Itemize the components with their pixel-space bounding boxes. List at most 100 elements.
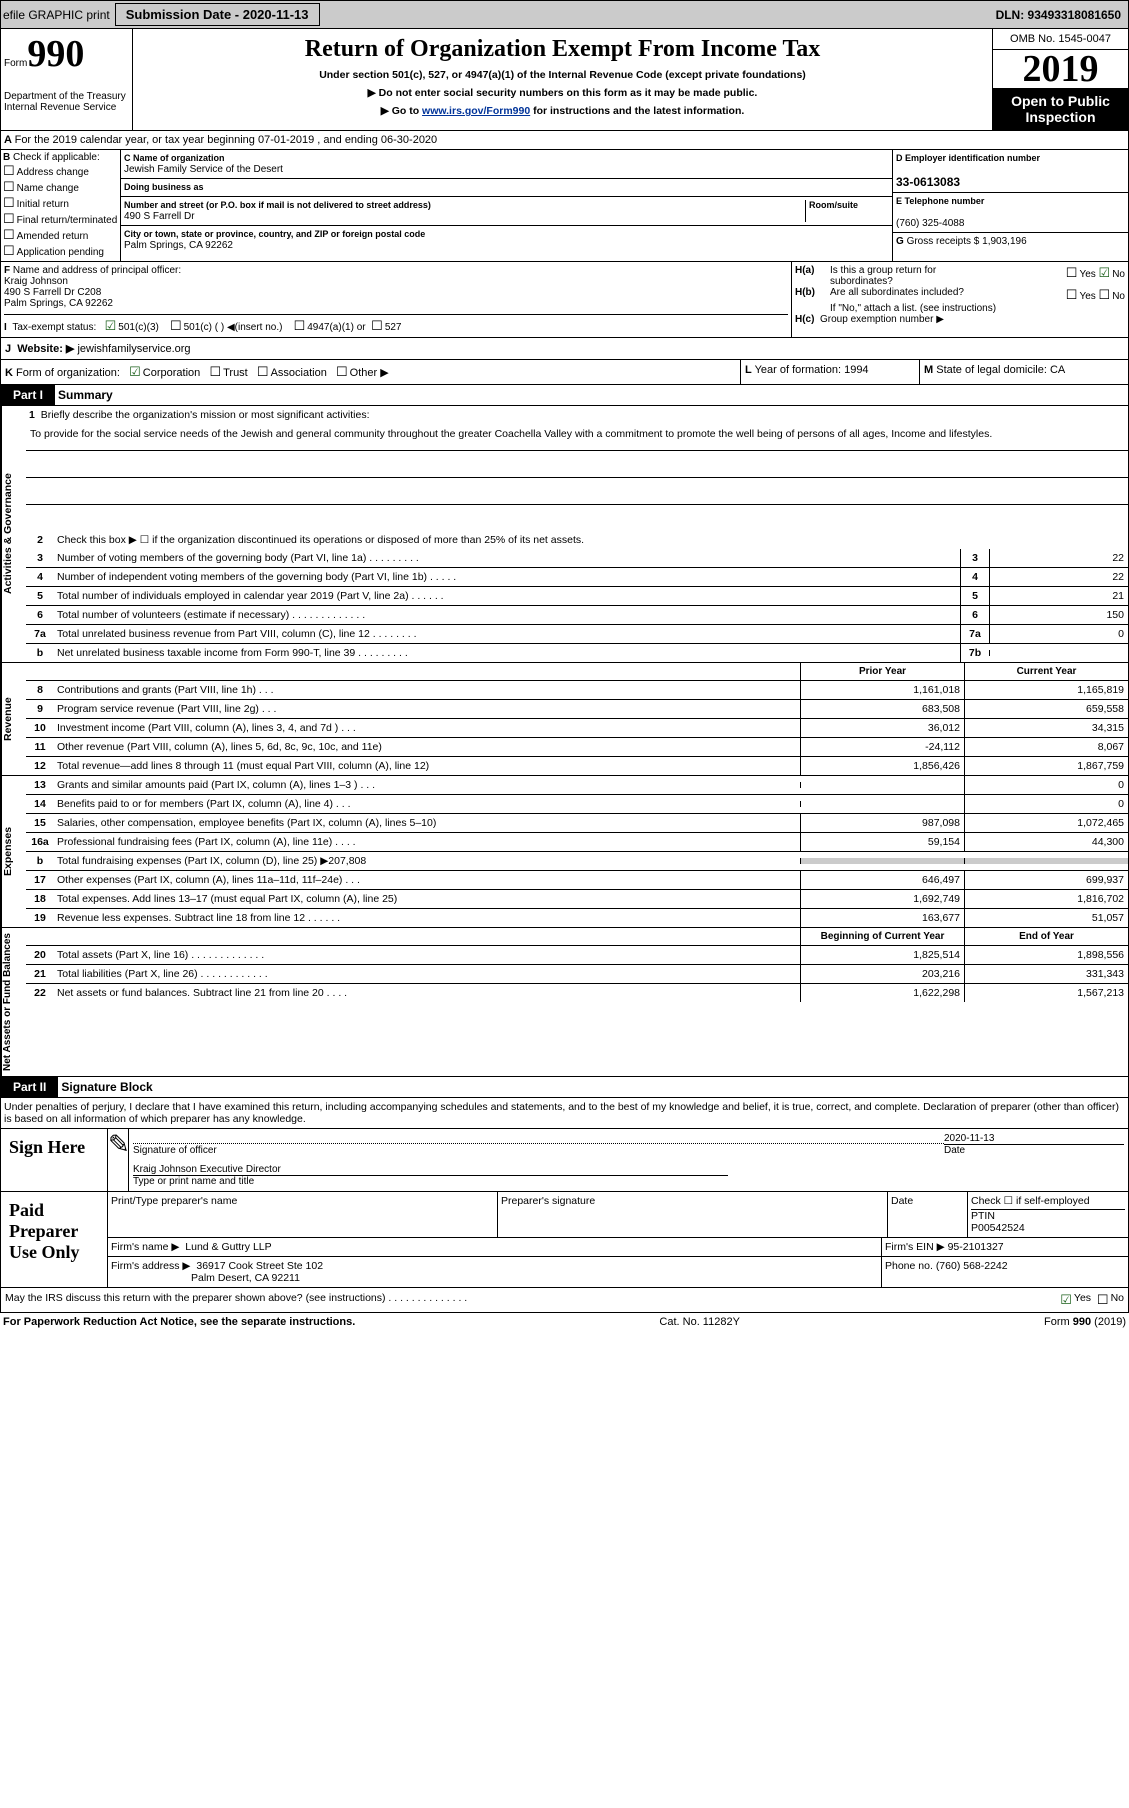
group-exemption-label: Group exemption number ▶ xyxy=(820,314,944,325)
check-assoc[interactable] xyxy=(257,367,271,379)
ein-value: 33-0613083 xyxy=(896,175,960,189)
top-bar: efile GRAPHIC print Submission Date - 20… xyxy=(0,0,1129,29)
fh-row: F Name and address of principal officer:… xyxy=(0,262,1129,338)
check-ha-yes[interactable] xyxy=(1066,269,1080,280)
subordinates-note: If "No," attach a list. (see instruction… xyxy=(795,303,1125,314)
check-corp[interactable] xyxy=(129,367,143,379)
subtitle-1: Under section 501(c), 527, or 4947(a)(1)… xyxy=(138,69,987,81)
room-label: Room/suite xyxy=(809,200,858,210)
open-inspection: Open to Public Inspection xyxy=(993,88,1128,130)
j-row: J Website: ▶ jewishfamilyservice.org xyxy=(0,338,1129,360)
irs-discuss-label: May the IRS discuss this return with the… xyxy=(5,1292,1060,1308)
table-row: 7aTotal unrelated business revenue from … xyxy=(26,625,1128,644)
table-row: 14Benefits paid to or for members (Part … xyxy=(26,795,1128,814)
form-title: Return of Organization Exempt From Incom… xyxy=(138,36,987,63)
table-row: 18Total expenses. Add lines 13–17 (must … xyxy=(26,890,1128,909)
officer-name: Kraig Johnson xyxy=(4,276,68,287)
signature-block: Sign Here ✎ Signature of officer2020-11-… xyxy=(0,1129,1129,1288)
opt-4947: 4947(a)(1) or xyxy=(307,322,365,333)
lbl-amended: Amended return xyxy=(17,231,89,242)
addr-label: Number and street (or P.O. box if mail i… xyxy=(124,200,431,210)
dept-label: Department of the Treasury Internal Reve… xyxy=(4,91,129,113)
part1-badge: Part I xyxy=(1,385,55,405)
table-row: 5Total number of individuals employed in… xyxy=(26,587,1128,606)
lbl-yes: Yes xyxy=(1074,1292,1091,1308)
tax-year-range: For the 2019 calendar year, or tax year … xyxy=(15,134,438,146)
org-form-label: Form of organization: xyxy=(16,367,120,379)
vlabel-expenses: Expenses xyxy=(1,776,26,927)
check-irs-yes[interactable] xyxy=(1060,1292,1074,1308)
prep-phone-label: Phone no. xyxy=(885,1260,933,1272)
klm-row: K Form of organization: Corporation Trus… xyxy=(0,360,1129,385)
table-row: bTotal fundraising expenses (Part IX, co… xyxy=(26,852,1128,871)
check-hb-no[interactable] xyxy=(1099,291,1113,302)
part2-badge: Part II xyxy=(1,1077,58,1097)
lbl-final-return: Final return/terminated xyxy=(17,215,118,226)
check-501c[interactable] xyxy=(170,322,184,333)
subtitle-2: Do not enter social security numbers on … xyxy=(379,87,758,99)
org-name: Jewish Family Service of the Desert xyxy=(124,164,283,175)
firm-addr2: Palm Desert, CA 92211 xyxy=(191,1272,300,1284)
date-label: Date xyxy=(944,1145,965,1156)
opt-assoc: Association xyxy=(271,367,327,379)
website-label: Website: ▶ xyxy=(17,342,74,355)
sig-date: 2020-11-13 xyxy=(944,1133,994,1144)
opt-other: Other ▶ xyxy=(350,367,389,379)
firm-ein-label: Firm's EIN ▶ xyxy=(885,1241,945,1253)
col-current-year: Current Year xyxy=(964,663,1128,680)
subordinates-label: Are all subordinates included? xyxy=(830,287,1066,303)
sig-officer-label: Signature of officer xyxy=(133,1145,217,1156)
prep-phone: (760) 568-2242 xyxy=(936,1260,1008,1272)
table-row: 21Total liabilities (Part X, line 26) . … xyxy=(26,965,1128,984)
check-app-pending[interactable] xyxy=(3,247,17,258)
table-row: 13Grants and similar amounts paid (Part … xyxy=(26,776,1128,795)
officer-name-title: Kraig Johnson Executive Director xyxy=(133,1164,281,1175)
ptin-label: PTIN xyxy=(971,1210,995,1222)
irs-link[interactable]: www.irs.gov/Form990 xyxy=(422,105,530,117)
check-501c3[interactable] xyxy=(105,322,119,333)
lbl-initial-return: Initial return xyxy=(17,199,69,210)
table-row: bNet unrelated business taxable income f… xyxy=(26,644,1128,662)
sign-here-label: Sign Here xyxy=(1,1129,108,1191)
table-row: 11Other revenue (Part VIII, column (A), … xyxy=(26,738,1128,757)
self-employed-check[interactable]: Check ☐ if self-employed xyxy=(971,1195,1090,1207)
section-b: B Check if applicable: Address change Na… xyxy=(1,150,121,261)
org-name-label: Name of organization xyxy=(133,153,225,163)
firm-name-label: Firm's name ▶ xyxy=(111,1241,179,1253)
check-address-change[interactable] xyxy=(3,167,17,178)
table-row: 19Revenue less expenses. Subtract line 1… xyxy=(26,909,1128,927)
form-version: Form 990 (2019) xyxy=(1044,1316,1126,1328)
check-name-change[interactable] xyxy=(3,183,17,194)
form-header: Form990 Department of the Treasury Inter… xyxy=(0,29,1129,131)
group-return-label: Is this a group return for subordinates? xyxy=(830,265,1066,287)
name-title-label: Type or print name and title xyxy=(133,1176,254,1187)
omb-number: OMB No. 1545-0047 xyxy=(993,29,1128,50)
lbl-no: No xyxy=(1111,1292,1124,1308)
check-trust[interactable] xyxy=(209,367,223,379)
check-other[interactable] xyxy=(336,367,350,379)
entity-info: B Check if applicable: Address change Na… xyxy=(0,150,1129,262)
check-ha-no[interactable] xyxy=(1099,269,1113,280)
table-row: 16aProfessional fundraising fees (Part I… xyxy=(26,833,1128,852)
check-4947[interactable] xyxy=(294,322,308,333)
firm-addr-label: Firm's address ▶ xyxy=(111,1260,191,1272)
city-label: City or town, state or province, country… xyxy=(124,229,425,239)
part2-header: Part IISignature Block xyxy=(0,1077,1129,1098)
dba-label: Doing business as xyxy=(124,182,204,192)
officer-addr2: Palm Springs, CA 92262 xyxy=(4,298,113,309)
goto-suffix: for instructions and the latest informat… xyxy=(530,105,744,117)
table-row: 20Total assets (Part X, line 16) . . . .… xyxy=(26,946,1128,965)
col-begin-year: Beginning of Current Year xyxy=(800,928,964,945)
opt-501c3: 501(c)(3) xyxy=(118,322,159,333)
check-initial-return[interactable] xyxy=(3,199,17,210)
street-address: 490 S Farrell Dr xyxy=(124,211,195,222)
prep-name-label: Print/Type preparer's name xyxy=(108,1192,498,1237)
check-irs-no[interactable] xyxy=(1097,1292,1111,1308)
check-527[interactable] xyxy=(371,322,385,333)
check-applicable-label: Check if applicable: xyxy=(13,152,100,163)
check-final-return[interactable] xyxy=(3,215,17,226)
check-amended[interactable] xyxy=(3,231,17,242)
opt-trust: Trust xyxy=(223,367,248,379)
check-hb-yes[interactable] xyxy=(1066,291,1080,302)
gross-receipts-label: Gross receipts $ xyxy=(907,236,980,247)
